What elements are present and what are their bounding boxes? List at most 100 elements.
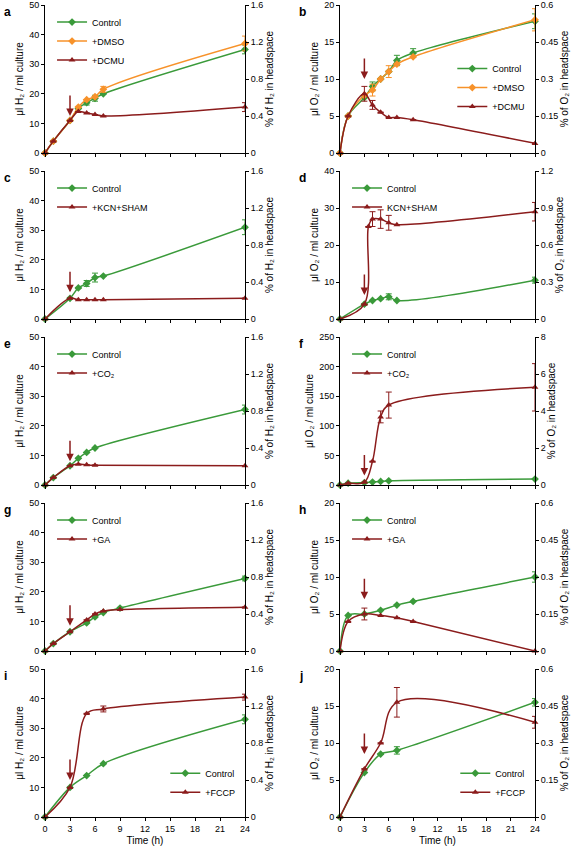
svg-text:40: 40	[29, 362, 39, 372]
svg-text:30: 30	[29, 391, 39, 401]
svg-text:20: 20	[324, 0, 334, 10]
svg-text:% of H₂ in headspace: % of H₂ in headspace	[264, 694, 275, 791]
svg-text:0: 0	[34, 480, 39, 490]
svg-text:50: 50	[29, 498, 39, 508]
svg-text:30: 30	[324, 203, 334, 213]
svg-text:e: e	[4, 337, 11, 351]
svg-text:% of O₂ in headspace: % of O₂ in headspace	[559, 30, 570, 127]
svg-text:50: 50	[29, 166, 39, 176]
svg-text:30: 30	[29, 557, 39, 567]
svg-text:21: 21	[215, 824, 225, 834]
svg-text:0: 0	[42, 824, 47, 834]
svg-text:+FCCP: +FCCP	[205, 788, 235, 798]
svg-text:0: 0	[34, 314, 39, 324]
svg-text:0.4: 0.4	[251, 277, 264, 287]
svg-text:12: 12	[432, 824, 442, 834]
svg-text:5: 5	[329, 609, 334, 619]
svg-text:30: 30	[29, 59, 39, 69]
svg-text:250: 250	[319, 332, 334, 342]
svg-text:1.6: 1.6	[251, 498, 264, 508]
svg-text:0.4: 0.4	[251, 609, 264, 619]
svg-text:0: 0	[329, 148, 334, 158]
svg-text:0: 0	[251, 314, 256, 324]
svg-text:0: 0	[251, 480, 256, 490]
svg-text:μl O₂ / ml culture: μl O₂ / ml culture	[304, 374, 315, 449]
svg-text:0: 0	[541, 148, 546, 158]
svg-text:1.2: 1.2	[541, 166, 554, 176]
svg-text:0.15: 0.15	[541, 111, 559, 121]
svg-text:0: 0	[34, 646, 39, 656]
svg-text:15: 15	[165, 824, 175, 834]
svg-text:i: i	[4, 669, 7, 683]
svg-text:Time (h): Time (h)	[419, 835, 456, 846]
svg-text:+CO₂: +CO₂	[387, 369, 410, 379]
svg-text:20: 20	[324, 498, 334, 508]
svg-text:15: 15	[324, 37, 334, 47]
svg-text:+FCCP: +FCCP	[495, 788, 525, 798]
svg-text:10: 10	[29, 119, 39, 129]
svg-text:10: 10	[29, 451, 39, 461]
svg-text:0: 0	[541, 812, 546, 822]
svg-text:0.45: 0.45	[541, 37, 559, 47]
svg-text:30: 30	[29, 723, 39, 733]
svg-text:% of O₂ in headspace: % of O₂ in headspace	[554, 196, 565, 293]
svg-text:KCN+SHAM: KCN+SHAM	[387, 203, 437, 213]
svg-text:2: 2	[541, 443, 546, 453]
svg-text:+DMSO: +DMSO	[92, 37, 124, 47]
svg-text:0.15: 0.15	[541, 609, 559, 619]
svg-text:f: f	[299, 337, 304, 351]
svg-text:24: 24	[530, 824, 540, 834]
svg-text:% of H₂ in headspace: % of H₂ in headspace	[264, 528, 275, 625]
svg-text:50: 50	[29, 332, 39, 342]
svg-text:0: 0	[329, 646, 334, 656]
svg-text:1.2: 1.2	[251, 203, 264, 213]
svg-text:1.6: 1.6	[251, 664, 264, 674]
svg-text:Control: Control	[387, 184, 416, 194]
svg-text:15: 15	[324, 701, 334, 711]
svg-text:0: 0	[329, 480, 334, 490]
svg-text:50: 50	[29, 664, 39, 674]
svg-text:Control: Control	[92, 516, 121, 526]
svg-text:40: 40	[29, 30, 39, 40]
svg-text:10: 10	[324, 74, 334, 84]
svg-text:0: 0	[34, 812, 39, 822]
svg-text:0.3: 0.3	[541, 572, 554, 582]
svg-text:0.9: 0.9	[541, 203, 554, 213]
svg-text:% of H₂ in headspace: % of H₂ in headspace	[264, 196, 275, 293]
svg-text:40: 40	[29, 196, 39, 206]
svg-text:15: 15	[324, 535, 334, 545]
svg-text:μl O₂ / ml culture: μl O₂ / ml culture	[309, 706, 320, 781]
svg-text:μl H₂ / ml culture: μl H₂ / ml culture	[14, 374, 25, 448]
svg-text:Control: Control	[205, 769, 234, 779]
svg-text:+DCMU: +DCMU	[92, 56, 124, 66]
svg-text:0: 0	[251, 148, 256, 158]
svg-text:8: 8	[541, 332, 546, 342]
svg-text:% of H₂ in headspace: % of H₂ in headspace	[264, 362, 275, 459]
svg-text:μl O₂ / ml culture: μl O₂ / ml culture	[309, 208, 320, 283]
svg-text:Control: Control	[387, 516, 416, 526]
svg-text:0.6: 0.6	[541, 664, 554, 674]
svg-text:18: 18	[481, 824, 491, 834]
svg-text:50: 50	[324, 451, 334, 461]
svg-text:21: 21	[506, 824, 516, 834]
svg-text:μl H₂ / ml culture: μl H₂ / ml culture	[14, 540, 25, 614]
svg-text:10: 10	[324, 738, 334, 748]
svg-text:18: 18	[190, 824, 200, 834]
svg-text:μl H₂ / ml culture: μl H₂ / ml culture	[14, 706, 25, 780]
svg-text:j: j	[299, 669, 303, 683]
svg-text:% of H₂ in headspace: % of H₂ in headspace	[264, 30, 275, 127]
svg-text:10: 10	[324, 572, 334, 582]
svg-text:40: 40	[324, 166, 334, 176]
svg-text:5: 5	[329, 775, 334, 785]
svg-text:0.8: 0.8	[251, 406, 264, 416]
svg-text:c: c	[4, 171, 11, 185]
svg-text:6: 6	[92, 824, 97, 834]
svg-text:20: 20	[29, 89, 39, 99]
svg-text:+CO₂: +CO₂	[92, 369, 115, 379]
svg-text:1.6: 1.6	[251, 166, 264, 176]
svg-text:0.4: 0.4	[251, 111, 264, 121]
svg-text:0.8: 0.8	[251, 240, 264, 250]
svg-text:0.6: 0.6	[541, 498, 554, 508]
svg-text:0: 0	[251, 812, 256, 822]
svg-text:0: 0	[541, 480, 546, 490]
